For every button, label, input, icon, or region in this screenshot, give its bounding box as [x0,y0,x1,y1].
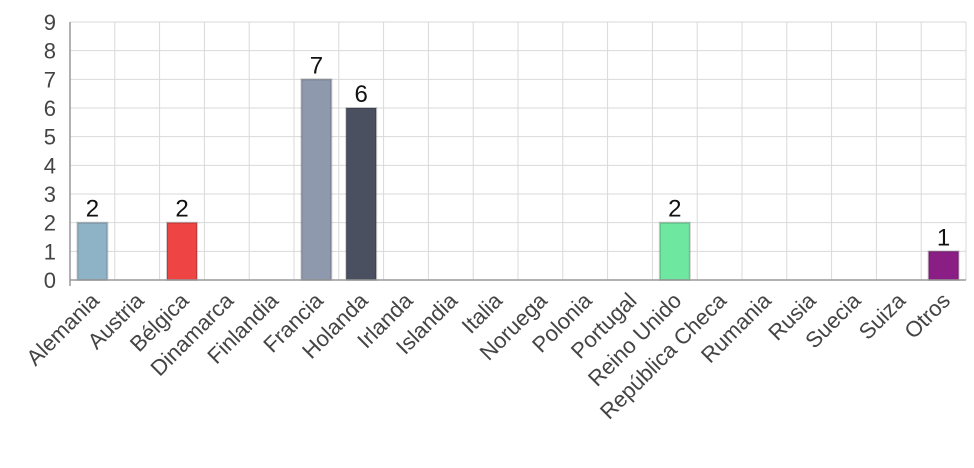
y-tick-label: 7 [44,67,56,92]
data-labels: 2 2 7 6 2 1 [86,52,951,251]
bar[interactable] [927,250,960,281]
y-tick-label: 5 [44,125,56,150]
x-tick-label: Suiza [854,287,911,344]
y-tick-label: 4 [44,153,56,178]
bar[interactable] [345,107,378,281]
y-tick-label: 8 [44,39,56,64]
grid-lines [69,21,967,280]
data-label: 2 [86,196,99,223]
y-tick-label: 0 [44,268,56,293]
bar[interactable] [166,221,198,282]
bars [76,78,960,282]
y-tick-labels: 0 1 2 3 4 5 6 7 8 9 [44,10,56,293]
bar[interactable] [76,221,109,282]
x-tick-labels: AlemaniaAustriaBélgicaDinamarcaFinlandia… [21,287,955,424]
x-tick-label: Otros [899,288,955,344]
y-tick-label: 9 [44,10,56,35]
y-tick-label: 6 [44,96,56,121]
axes [69,22,966,286]
y-tick-label: 2 [44,211,56,236]
y-tick-label: 3 [44,182,56,207]
bar[interactable] [658,221,691,282]
y-tick-label: 1 [44,239,56,264]
data-label: 1 [937,224,950,251]
data-label: 2 [175,196,188,223]
data-label: 6 [355,81,368,108]
data-label: 2 [668,196,681,223]
bar[interactable] [300,78,333,282]
data-label: 7 [310,52,323,79]
